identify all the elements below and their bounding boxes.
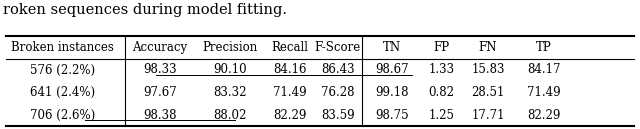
Text: 17.71: 17.71 (471, 109, 505, 122)
Text: 641 (2.4%): 641 (2.4%) (30, 86, 95, 99)
Text: 98.67: 98.67 (375, 63, 409, 76)
Text: 97.67: 97.67 (143, 86, 177, 99)
Text: FN: FN (479, 41, 497, 54)
Text: 98.33: 98.33 (143, 63, 177, 76)
Text: 88.02: 88.02 (214, 109, 247, 122)
Text: TP: TP (536, 41, 552, 54)
Text: 82.29: 82.29 (273, 109, 307, 122)
Text: F-Score: F-Score (314, 41, 361, 54)
Text: 86.43: 86.43 (321, 63, 355, 76)
Text: 90.10: 90.10 (214, 63, 247, 76)
Text: Accuracy: Accuracy (132, 41, 188, 54)
Text: 15.83: 15.83 (471, 63, 505, 76)
Text: TN: TN (383, 41, 401, 54)
Text: 706 (2.6%): 706 (2.6%) (30, 109, 95, 122)
Text: 76.28: 76.28 (321, 86, 355, 99)
Text: Recall: Recall (271, 41, 308, 54)
Text: 98.38: 98.38 (143, 109, 177, 122)
Text: 71.49: 71.49 (527, 86, 561, 99)
Text: 98.75: 98.75 (375, 109, 409, 122)
Text: Broken instances: Broken instances (11, 41, 114, 54)
Text: Precision: Precision (203, 41, 258, 54)
Text: 28.51: 28.51 (471, 86, 505, 99)
Text: 576 (2.2%): 576 (2.2%) (30, 63, 95, 76)
Text: 84.16: 84.16 (273, 63, 307, 76)
Text: 84.17: 84.17 (527, 63, 561, 76)
Text: 1.33: 1.33 (429, 63, 454, 76)
Text: 71.49: 71.49 (273, 86, 307, 99)
Text: roken sequences during model fitting.: roken sequences during model fitting. (3, 3, 287, 17)
Text: 0.82: 0.82 (429, 86, 454, 99)
Text: 83.32: 83.32 (214, 86, 247, 99)
Text: 99.18: 99.18 (375, 86, 409, 99)
Text: 83.59: 83.59 (321, 109, 355, 122)
Text: FP: FP (433, 41, 450, 54)
Text: 1.25: 1.25 (429, 109, 454, 122)
Text: 82.29: 82.29 (527, 109, 561, 122)
